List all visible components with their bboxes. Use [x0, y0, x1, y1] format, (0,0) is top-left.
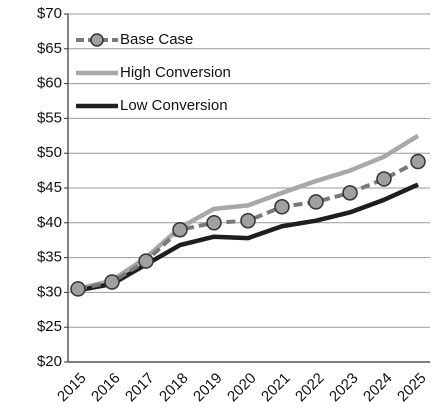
series-marker — [104, 274, 120, 290]
x-tick-label: 2019 — [190, 370, 226, 406]
x-tick-label: 2017 — [122, 370, 158, 406]
y-tick-label: $35 — [37, 249, 62, 266]
y-tick-label: $50 — [37, 144, 62, 161]
legend-label: Low Conversion — [120, 97, 228, 114]
series-marker — [206, 215, 222, 231]
series-marker — [274, 199, 290, 215]
x-tick-label: 2018 — [156, 370, 192, 406]
x-tick-label: 2015 — [54, 370, 90, 406]
series-marker — [308, 194, 324, 210]
y-tick-label: $45 — [37, 179, 62, 196]
series-line — [77, 182, 419, 293]
series-marker — [240, 212, 256, 229]
series-marker — [376, 171, 392, 187]
series-marker — [138, 253, 154, 269]
y-tick-label: $25 — [37, 318, 62, 335]
series-marker — [70, 281, 86, 297]
series-marker — [172, 222, 188, 238]
series-line — [77, 133, 420, 292]
x-tick-label: 2016 — [88, 370, 124, 406]
x-tick-label: 2021 — [258, 370, 294, 406]
y-tick-label: $40 — [37, 214, 62, 231]
y-tick-label: $60 — [37, 75, 62, 92]
x-tick-label: 2025 — [394, 370, 430, 406]
legend-label: High Conversion — [120, 64, 231, 81]
legend-marker — [90, 33, 104, 47]
series-marker — [410, 153, 426, 170]
series-marker — [342, 185, 358, 201]
x-tick-label: 2022 — [292, 370, 328, 406]
y-tick-label: $20 — [37, 353, 62, 370]
y-tick-label: $55 — [37, 109, 62, 126]
x-tick-label: 2023 — [326, 370, 362, 406]
y-tick-label: $70 — [37, 5, 62, 22]
y-tick-label: $30 — [37, 283, 62, 300]
x-tick-label: 2024 — [360, 370, 396, 406]
y-tick-label: $65 — [37, 40, 62, 57]
legend-label: Base Case — [120, 31, 193, 48]
x-tick-label: 2020 — [224, 370, 260, 406]
